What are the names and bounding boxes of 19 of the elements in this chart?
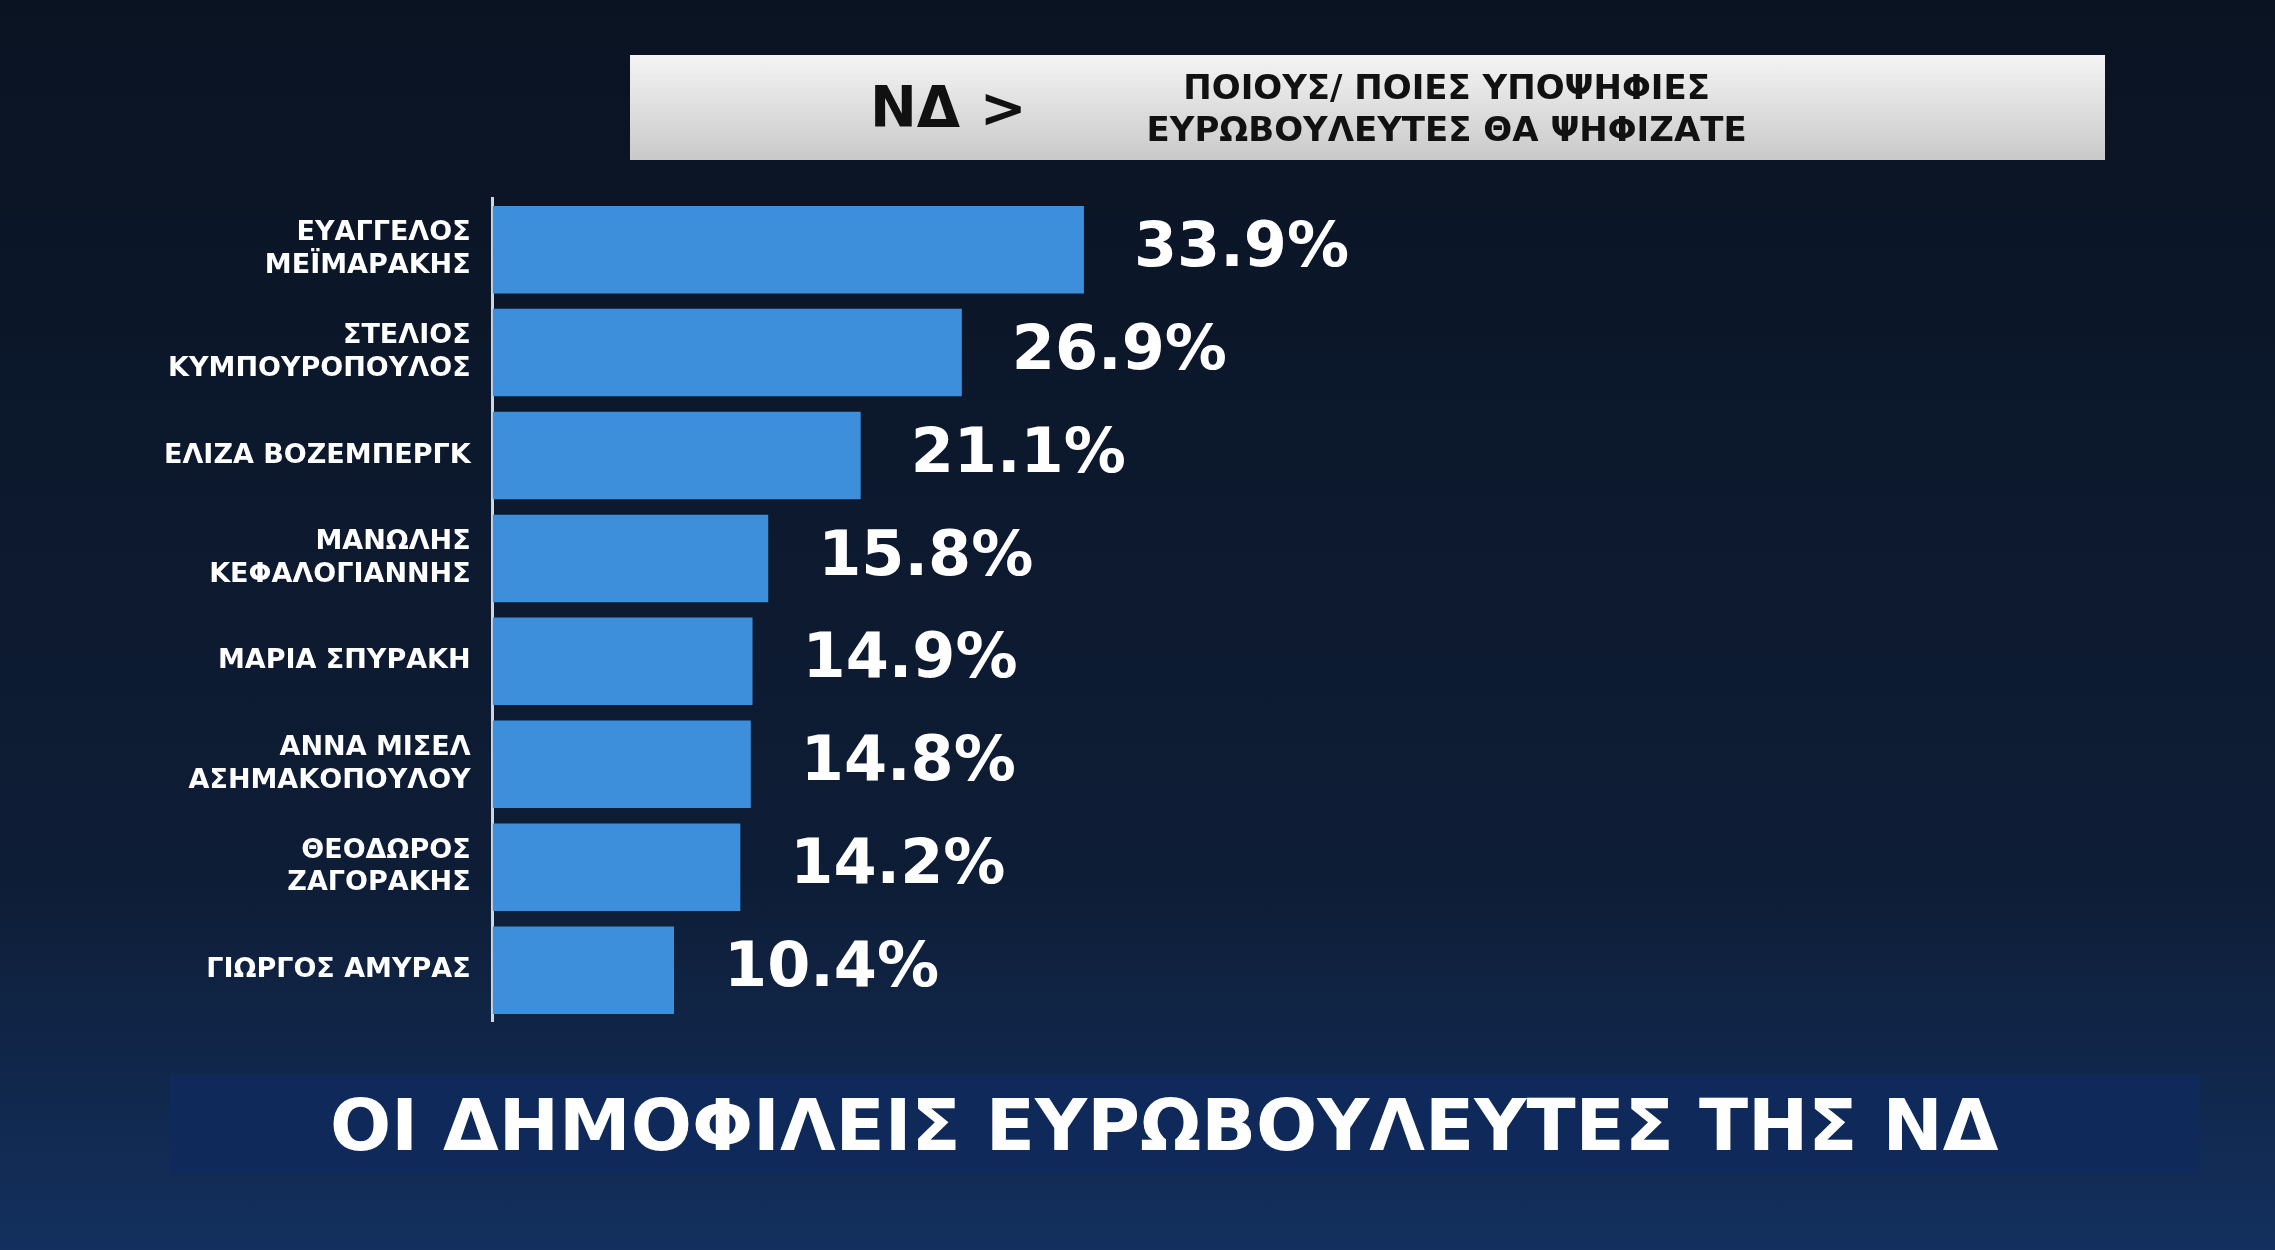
- text: ΟΙ ΔΗΜΟΦΙΛΕΙΣ ΕΥΡΩΒΟΥΛΕΥΤΕΣ ΤΗΣ ΝΔ: [170, 1075, 2200, 1175]
- y-tick-label: ΜΑΡΙΑ ΣΠΥΡΑΚΗ: [217, 643, 471, 675]
- y-tick-label: ΕΛΙΖΑ ΒΟΖΕΜΠΕΡΓΚ: [164, 437, 472, 469]
- y-tick-label: ΑΝΝΑ ΜΙΣΕΛ ΑΣΗΜΑΚΟΠΟΥΛΟΥ: [188, 730, 472, 794]
- data-label: 21.1%: [910, 413, 1126, 487]
- text: ΠΟΙΟΥΣ/ ΠΟΙΕΣ ΥΠΟΨΗΦΙΕΣ ΕΥΡΩΒΟΥΛΕΥΤΕΣ ΘΑ ΨΗΦΙΖΑΤΕ: [1145, 65, 1748, 150]
- y-tick-label: ΓΙΩΡΓΟΣ ΑΜΥΡΑΣ: [206, 952, 471, 984]
- data-label: 14.8%: [800, 722, 1016, 796]
- data-label: 15.8%: [818, 516, 1034, 590]
- y-tick-label: ΕΥΑΓΓΕΛΟΣ ΜΕΪΜΑΡΑΚΗΣ: [264, 215, 471, 279]
- data-label: 10.4%: [724, 928, 940, 1002]
- data-label: 14.2%: [790, 825, 1006, 899]
- data-label: 26.9%: [1011, 310, 1227, 384]
- y-tick-label: ΘΕΟΔΩΡΟΣ ΖΑΓΟΡΑΚΗΣ: [287, 833, 471, 897]
- chart-title: ΝΔ >: [870, 75, 1027, 140]
- y-tick-label: ΜΑΝΩΛΗΣ ΚΕΦΑΛΟΓΙΑΝΝΗΣ: [209, 524, 471, 588]
- y-tick-label: ΣΤΕΛΙΟΣ ΚΥΜΠΟΥΡΟΠΟΥΛΟΣ: [168, 318, 471, 382]
- data-label: 33.9%: [1133, 207, 1350, 281]
- data-label: 14.9%: [802, 619, 1018, 693]
